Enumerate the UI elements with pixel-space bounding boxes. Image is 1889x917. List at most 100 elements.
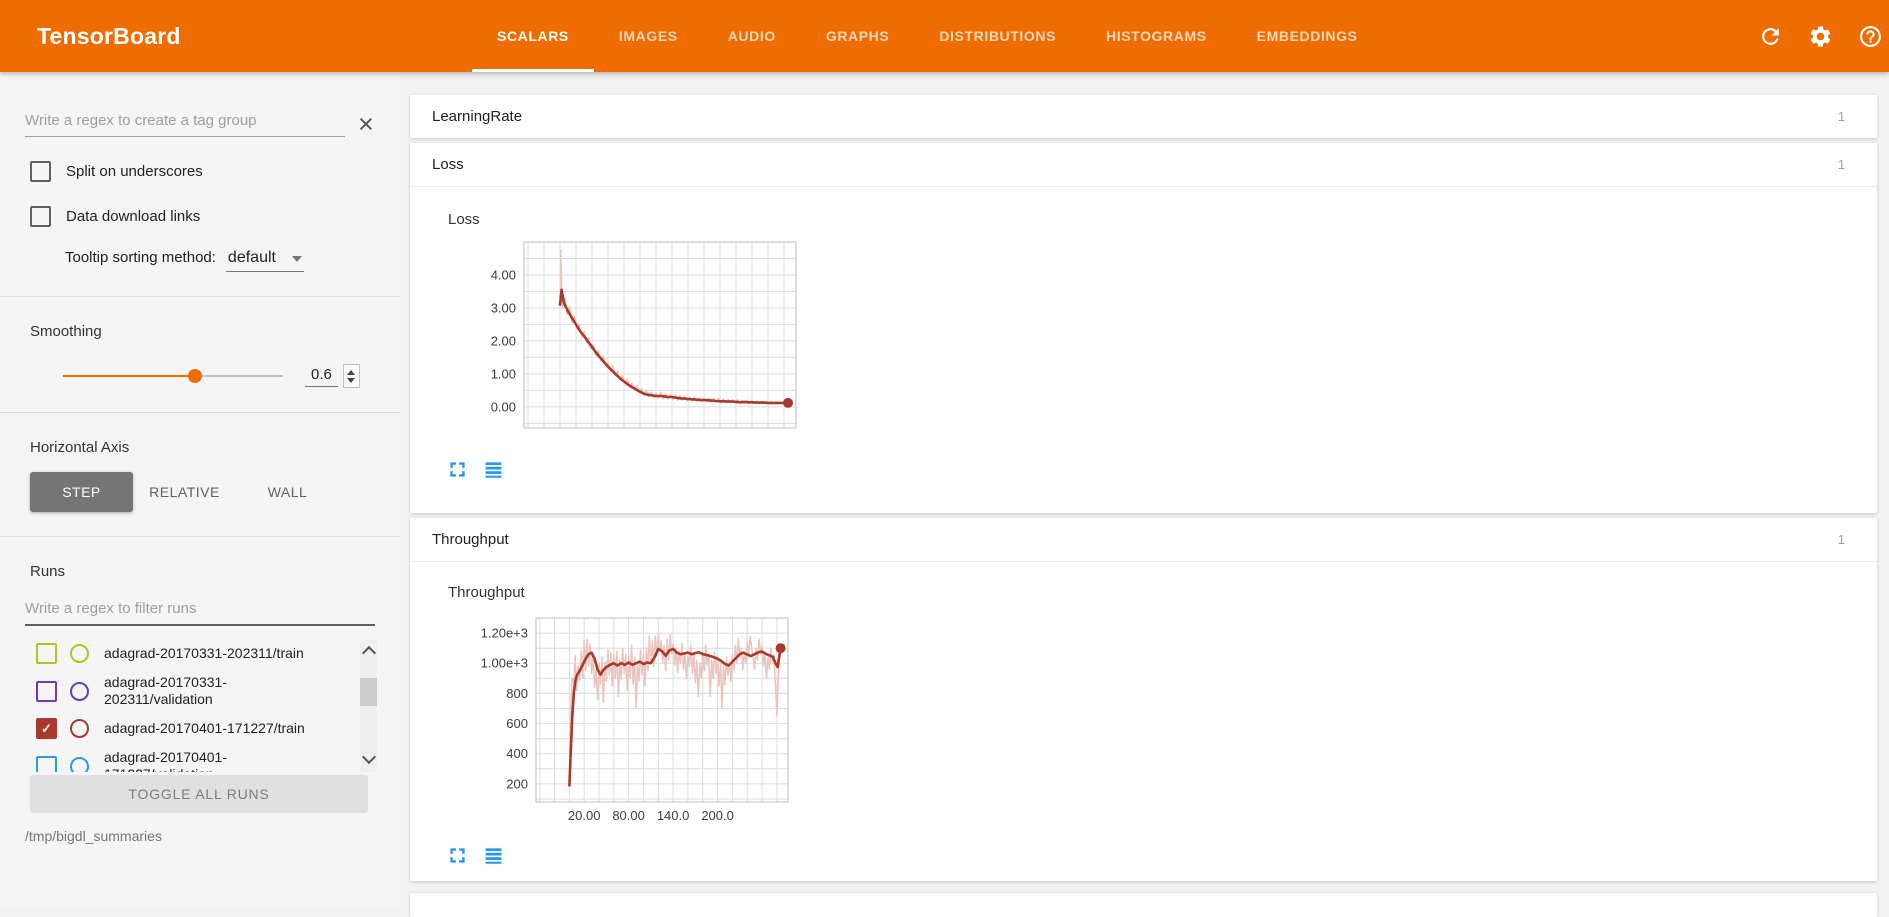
- runs-list: adagrad-20170331-202311/train adagrad-20…: [25, 626, 377, 772]
- section-header[interactable]: Throughput 1: [410, 518, 1877, 562]
- runs-filter-row: [25, 600, 400, 626]
- svg-text:800: 800: [506, 686, 528, 701]
- svg-text:600: 600: [506, 716, 528, 731]
- throughput-chart-card: Throughput 200 400 600 800 1.00e+3 1.20e+3 20.…: [410, 562, 1877, 881]
- axis-button-step[interactable]: STEP: [30, 472, 133, 512]
- horizontal-axis-label: Horizontal Axis: [30, 439, 130, 456]
- scroll-up-icon[interactable]: [361, 645, 377, 661]
- section-title: Loss: [432, 156, 464, 173]
- chart-title: Loss: [448, 211, 480, 228]
- tooltip-sorting-dropdown[interactable]: default: [225, 249, 304, 272]
- run-color-circle: [70, 719, 89, 738]
- help-icon[interactable]: [1858, 24, 1883, 49]
- section-header[interactable]: Loss 1: [410, 143, 1877, 187]
- smoothing-number: 0.6: [305, 364, 360, 388]
- svg-text:200.0: 200.0: [701, 808, 734, 823]
- runs-label: Runs: [30, 563, 66, 580]
- data-series-list-icon[interactable]: [484, 846, 503, 865]
- axis-button-relative[interactable]: RELATIVE: [149, 484, 220, 500]
- svg-text:80.00: 80.00: [612, 808, 645, 823]
- svg-text:1.20e+3: 1.20e+3: [481, 626, 528, 641]
- runs-filter-input[interactable]: [25, 600, 375, 626]
- section-learningrate: LearningRate 1: [410, 95, 1877, 138]
- close-icon[interactable]: ×: [358, 109, 374, 139]
- smoothing-label: Smoothing: [30, 323, 102, 340]
- run-checkbox[interactable]: [36, 755, 57, 772]
- divider: [0, 412, 400, 413]
- run-label: adagrad-20170331-202311/train: [104, 645, 304, 661]
- loss-chart[interactable]: 0.00 1.00 2.00 3.00 4.00: [476, 236, 806, 436]
- tab-scalars[interactable]: SCALARS: [472, 0, 594, 72]
- stepper-up-icon[interactable]: [347, 369, 356, 375]
- toggle-all-runs-button[interactable]: TOGGLE ALL RUNS: [30, 775, 368, 813]
- run-row[interactable]: adagrad-20170331-202311/validation: [25, 669, 377, 713]
- section-count-badge: 1: [1837, 109, 1845, 124]
- smoothing-row: 0.6: [63, 364, 400, 388]
- topbar: TensorBoard SCALARS IMAGES AUDIO GRAPHS …: [0, 0, 1889, 72]
- svg-text:1.00e+3: 1.00e+3: [481, 656, 528, 671]
- run-row[interactable]: adagrad-20170401-171227/validation: [25, 744, 377, 772]
- svg-text:0.00: 0.00: [491, 399, 516, 414]
- loss-chart-card: Loss 0.00 1.00 2.00 3.00 4.00: [410, 187, 1877, 513]
- svg-text:3.00: 3.00: [491, 301, 516, 316]
- option-split-on-underscores[interactable]: Split on underscores: [30, 161, 400, 182]
- log-directory-path: /tmp/bigdl_summaries: [25, 828, 162, 844]
- chart-title: Throughput: [448, 584, 525, 601]
- scrollbar-thumb[interactable]: [360, 678, 377, 706]
- app-title: TensorBoard: [37, 22, 181, 49]
- tab-distributions[interactable]: DISTRIBUTIONS: [939, 28, 1057, 44]
- refresh-icon[interactable]: [1758, 24, 1783, 49]
- smoothing-value[interactable]: 0.6: [305, 366, 338, 387]
- chart-actions: [448, 846, 1877, 865]
- main-content: LearningRate 1 Loss 1 Loss 0.00 1.00 2.00 3…: [410, 95, 1877, 917]
- tab-images[interactable]: IMAGES: [618, 28, 678, 44]
- svg-text:200: 200: [506, 776, 528, 791]
- section-throughput: Throughput 1 Throughput 200 400 600 800 1.00…: [410, 518, 1877, 881]
- expand-fullscreen-icon[interactable]: [448, 460, 467, 479]
- section-title: Throughput: [432, 531, 509, 548]
- run-label: adagrad-20170331-202311/validation: [104, 674, 227, 707]
- stepper-down-icon[interactable]: [347, 377, 356, 383]
- next-section-partial: [410, 893, 1877, 917]
- checkbox[interactable]: [30, 161, 51, 182]
- tab-embeddings[interactable]: EMBEDDINGS: [1256, 28, 1358, 44]
- horizontal-axis-buttons: STEP RELATIVE WALL: [30, 472, 400, 512]
- run-checkbox[interactable]: [36, 643, 57, 664]
- scroll-down-icon[interactable]: [361, 749, 377, 765]
- run-checkbox[interactable]: ✓: [36, 718, 57, 739]
- run-row[interactable]: adagrad-20170331-202311/train: [25, 638, 377, 669]
- svg-text:400: 400: [506, 746, 528, 761]
- slider-knob[interactable]: [188, 369, 202, 383]
- number-stepper[interactable]: [342, 364, 360, 388]
- run-label: adagrad-20170401-171227/validation: [104, 749, 227, 772]
- axis-button-wall[interactable]: WALL: [267, 484, 308, 500]
- divider: [0, 296, 400, 297]
- section-header[interactable]: LearningRate 1: [410, 95, 1877, 138]
- throughput-chart[interactable]: 200 400 600 800 1.00e+3 1.20e+3 20.00 80.00 140.…: [476, 609, 798, 828]
- run-color-circle: [70, 644, 89, 663]
- section-count-badge: 1: [1837, 157, 1845, 172]
- tab-histograms[interactable]: HISTOGRAMS: [1106, 28, 1207, 44]
- tab-audio[interactable]: AUDIO: [727, 28, 776, 44]
- tag-filter-input[interactable]: [25, 112, 345, 137]
- expand-fullscreen-icon[interactable]: [448, 846, 467, 865]
- dropdown-value: default: [227, 249, 276, 266]
- topbar-actions: [1758, 0, 1883, 72]
- run-checkbox[interactable]: [36, 680, 57, 702]
- runs-scrollbar[interactable]: [360, 640, 377, 772]
- data-series-list-icon[interactable]: [484, 460, 503, 479]
- checkbox[interactable]: [30, 206, 51, 227]
- settings-gear-icon[interactable]: [1808, 24, 1833, 49]
- chart-actions: [448, 460, 1877, 479]
- run-color-circle: [70, 756, 89, 772]
- tab-graphs[interactable]: GRAPHS: [825, 28, 890, 44]
- option-data-download-links[interactable]: Data download links: [30, 206, 400, 227]
- smoothing-slider[interactable]: [63, 369, 283, 383]
- checkbox-label: Split on underscores: [66, 163, 203, 180]
- run-row[interactable]: ✓ adagrad-20170401-171227/train: [25, 713, 377, 744]
- divider: [0, 536, 400, 537]
- tooltip-sorting-label: Tooltip sorting method:: [65, 249, 216, 266]
- sidebar: × Split on underscores Data download lin…: [0, 72, 400, 907]
- tag-filter-row: ×: [25, 109, 400, 139]
- svg-text:4.00: 4.00: [491, 268, 516, 283]
